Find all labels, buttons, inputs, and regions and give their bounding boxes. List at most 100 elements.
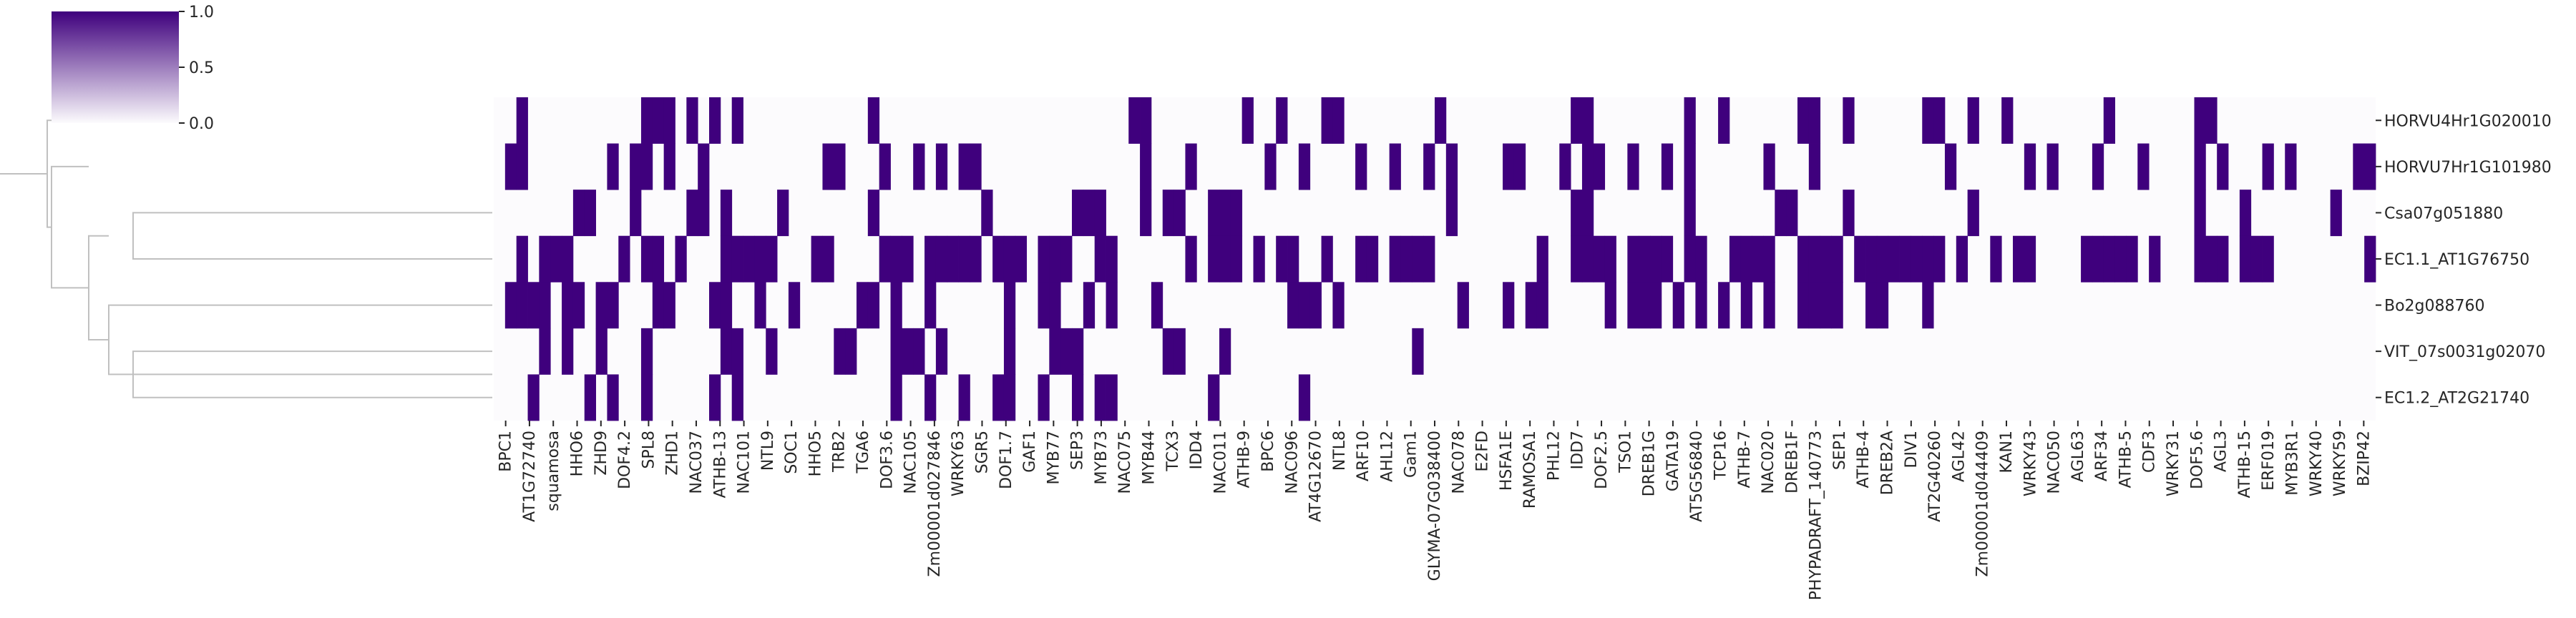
heatmap-cell (1287, 235, 1299, 283)
column-label: WRKY59 (2331, 431, 2349, 496)
heatmap-cell (1219, 235, 1231, 283)
heatmap-cell (1241, 97, 1254, 144)
heatmap-cell (754, 235, 766, 283)
heatmap-cell (1672, 282, 1684, 329)
heatmap-cell (1876, 282, 1889, 329)
heatmap-cell (1072, 328, 1084, 375)
heatmap-cell (1775, 190, 1787, 237)
heatmap-cell (516, 143, 528, 190)
heatmap-cell (1049, 235, 1061, 283)
heatmap-cell (822, 143, 834, 190)
heatmap-cell (539, 282, 551, 329)
heatmap-cell (504, 143, 517, 190)
heatmap-cell (935, 143, 948, 190)
heatmap-cell (1990, 235, 2002, 283)
heatmap-cell (1049, 282, 1061, 329)
heatmap-cell (2239, 190, 2252, 237)
heatmap-cell (2217, 235, 2229, 283)
column-label: IDD4 (1188, 431, 1206, 469)
column-label: ZHD1 (664, 431, 682, 476)
dendrogram-link (88, 235, 109, 340)
column-label: NAC101 (736, 431, 753, 494)
heatmap-cell (1684, 190, 1696, 237)
heatmap-cell (550, 235, 562, 283)
heatmap-cell (652, 282, 665, 329)
row-label: Bo2g088760 (2384, 298, 2485, 315)
heatmap-cell (1808, 97, 1821, 144)
heatmap-cell (539, 328, 551, 375)
heatmap-cell (1287, 282, 1299, 329)
colorbar-tick-label: 1.0 (189, 4, 214, 21)
column-label: AHL12 (1378, 431, 1396, 482)
column-label: GAF1 (1021, 431, 1039, 473)
heatmap-cell (1684, 235, 1696, 283)
heatmap-cell (607, 143, 619, 190)
heatmap-cell (1321, 235, 1333, 283)
heatmap-cell (754, 282, 766, 329)
column-label: DIV1 (1903, 431, 1921, 468)
heatmap-cell (652, 97, 665, 144)
heatmap-cell (1865, 282, 1878, 329)
column-label: DOF4.2 (616, 431, 634, 489)
heatmap-cell (1106, 235, 1118, 283)
heatmap-cell (1230, 190, 1243, 237)
column-label: Zm00001d044409 (1974, 431, 1992, 577)
heatmap-cell (1162, 190, 1174, 237)
heatmap-cell (698, 143, 710, 190)
heatmap-cell (1015, 235, 1028, 283)
column-label: PHYPADRAFT_140773 (1807, 431, 1825, 600)
column-label: AT2G40260 (1926, 431, 1944, 522)
heatmap-cell (1740, 282, 1753, 329)
row-label: VIT_07s0031g02070 (2384, 343, 2545, 361)
heatmap-cell (2149, 235, 2161, 283)
column-label: E2FD (1474, 431, 1492, 472)
heatmap-cell (970, 143, 982, 190)
column-label: WRKY31 (2165, 431, 2182, 496)
heatmap-cell (1536, 235, 1548, 283)
heatmap-cell (1729, 235, 1742, 283)
heatmap-cell (958, 374, 970, 421)
heatmap-cell (1661, 143, 1674, 190)
heatmap-cell (2001, 97, 2014, 144)
heatmap-cell (1309, 282, 1322, 329)
heatmap-cell (562, 235, 574, 283)
column-label: NAC020 (1760, 431, 1777, 494)
row-label: HORVU7Hr1G101980 (2384, 159, 2552, 177)
heatmap-cell (1933, 235, 1946, 283)
heatmap-cell (1072, 190, 1084, 237)
heatmap-cell (516, 97, 528, 144)
heatmap-cell (1797, 97, 1810, 144)
heatmap-cell (1684, 97, 1696, 144)
heatmap-cell (1412, 235, 1424, 283)
column-label: ATHB-5 (2117, 431, 2135, 488)
heatmap-cell (731, 97, 743, 144)
column-label: NAC105 (902, 431, 920, 494)
column-label: DOF1.7 (997, 431, 1015, 489)
heatmap-cell (1967, 190, 1979, 237)
heatmap-cell (1140, 143, 1152, 190)
heatmap-cell (1581, 235, 1594, 283)
heatmap-cell (1933, 97, 1946, 144)
row-label: Csa07g051880 (2384, 205, 2503, 222)
column-label: ATHB-15 (2236, 431, 2254, 498)
heatmap-cell (1661, 235, 1674, 283)
heatmap-cell (2364, 235, 2376, 283)
heatmap-cell (1922, 235, 1934, 283)
heatmap-cell (1060, 328, 1073, 375)
heatmap-cell (845, 328, 857, 375)
column-label: KAN1 (1998, 431, 2016, 474)
heatmap-cell (1219, 190, 1231, 237)
heatmap-cell (935, 235, 948, 283)
heatmap-cell (720, 328, 733, 375)
column-label: NAC075 (1116, 431, 1134, 494)
column-label: ATHB-7 (1736, 431, 1754, 488)
column-label: NAC096 (1283, 431, 1301, 494)
heatmap-cell (2262, 143, 2274, 190)
column-label: MYB73 (1093, 431, 1111, 485)
heatmap-cell (867, 282, 880, 329)
heatmap-cell (2217, 143, 2229, 190)
row-dendrogram (0, 119, 492, 398)
heatmap-cell (720, 190, 733, 237)
heatmap-cell (1106, 282, 1118, 329)
heatmap-cell (1581, 143, 1594, 190)
